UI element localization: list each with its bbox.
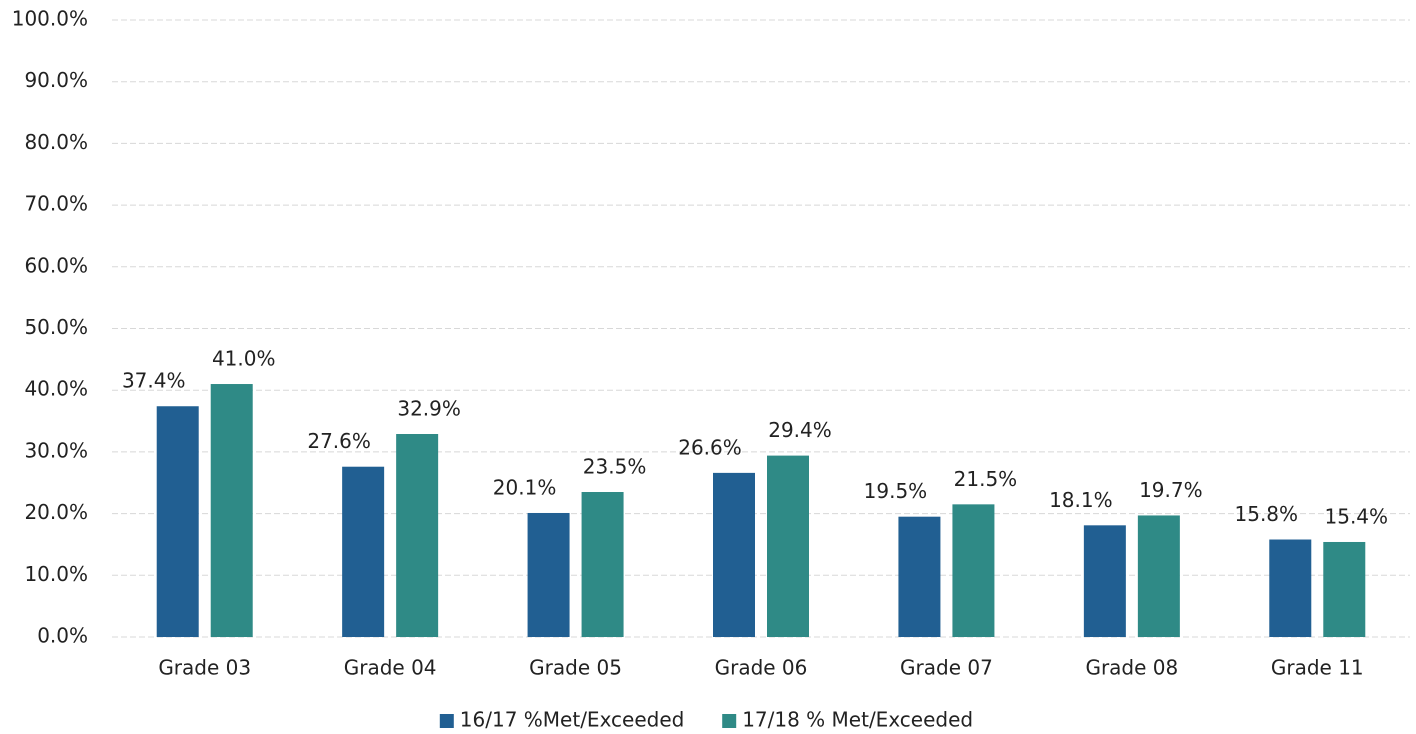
- data-label: 27.6%: [307, 429, 371, 453]
- bar: [1083, 525, 1126, 637]
- x-tick-label: Grade 04: [344, 656, 437, 680]
- bar: [767, 455, 809, 637]
- y-tick-label: 70.0%: [24, 192, 88, 216]
- bar: [898, 516, 941, 637]
- data-label: 32.9%: [397, 397, 461, 421]
- y-tick-label: 100.0%: [12, 7, 88, 31]
- y-tick-label: 90.0%: [24, 68, 88, 92]
- x-tick-label: Grade 03: [158, 656, 251, 680]
- y-tick-label: 60.0%: [24, 253, 88, 277]
- bar: [581, 492, 624, 637]
- bar: [713, 472, 755, 637]
- bar: [396, 434, 439, 637]
- y-tick-label: 30.0%: [24, 438, 88, 462]
- x-tick-label: Grade 05: [529, 656, 622, 680]
- bar: [952, 504, 995, 637]
- y-tick-label: 20.0%: [24, 500, 88, 524]
- x-tick-label: Grade 11: [1271, 656, 1364, 680]
- x-tick-label: Grade 06: [715, 656, 808, 680]
- y-tick-label: 40.0%: [24, 377, 88, 401]
- bar: [1269, 539, 1312, 637]
- data-label: 29.4%: [768, 418, 832, 442]
- y-tick-label: 50.0%: [24, 315, 88, 339]
- y-tick-label: 0.0%: [37, 624, 88, 648]
- y-tick-label: 10.0%: [24, 562, 88, 586]
- data-label: 37.4%: [122, 369, 186, 393]
- x-tick-label: Grade 07: [900, 656, 993, 680]
- bar: [1137, 515, 1180, 637]
- data-label: 21.5%: [954, 467, 1018, 491]
- data-label: 18.1%: [1049, 488, 1113, 512]
- data-label: 19.7%: [1139, 478, 1203, 502]
- data-label: 20.1%: [493, 475, 557, 499]
- data-label: 26.6%: [678, 435, 742, 459]
- bar: [210, 384, 253, 637]
- data-label: 15.4%: [1325, 504, 1389, 528]
- data-label: 23.5%: [583, 455, 647, 479]
- data-label: 19.5%: [864, 479, 928, 503]
- y-tick-label: 80.0%: [24, 130, 88, 154]
- bar: [156, 406, 199, 637]
- data-label: 41.0%: [212, 347, 276, 371]
- bar: [342, 466, 385, 637]
- x-tick-label: Grade 08: [1085, 656, 1178, 680]
- legend-swatch: [439, 714, 454, 728]
- legend-label: 17/18 % Met/Exceeded: [742, 708, 973, 732]
- bar: [1323, 541, 1366, 637]
- legend-label: 16/17 %Met/Exceeded: [460, 708, 685, 732]
- legend-swatch: [722, 714, 737, 728]
- bar: [527, 512, 570, 637]
- data-label: 15.8%: [1235, 502, 1299, 526]
